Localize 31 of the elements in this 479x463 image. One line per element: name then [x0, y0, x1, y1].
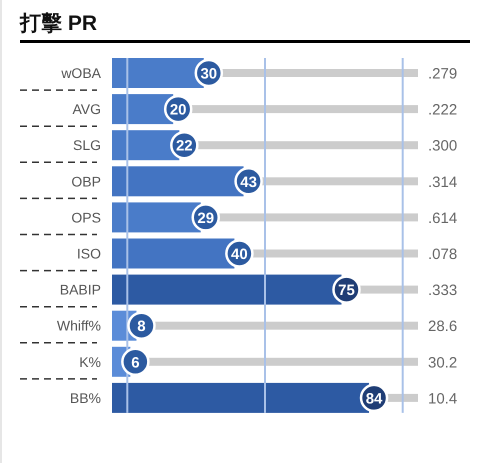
text: 28.6 — [428, 318, 458, 336]
data-label: 20 — [170, 102, 187, 119]
text: .279 — [428, 66, 458, 82]
chart-title: 打擊 PR — [19, 12, 98, 35]
y-tick-label: K% — [79, 354, 101, 370]
y-tick-label: BABIP — [60, 282, 101, 298]
data-label: 40 — [231, 246, 248, 263]
y-tick-label: OPS — [71, 209, 101, 226]
text: 10.4 — [428, 390, 458, 408]
data-label: 6 — [131, 354, 140, 372]
data-label: 22 — [176, 138, 193, 155]
y-tick-label: SLG — [72, 137, 101, 154]
y-tick-label: OBP — [71, 173, 101, 190]
y-tick-label: wOBA — [60, 65, 102, 81]
data-label: 75 — [338, 282, 355, 300]
data-label: 8 — [137, 318, 146, 336]
text: .333 — [428, 282, 458, 300]
data-label: 29 — [197, 210, 214, 227]
text: .314 — [428, 174, 458, 191]
data-label: 43 — [240, 174, 257, 191]
y-tick-label: ISO — [76, 246, 102, 262]
text: .300 — [428, 138, 458, 155]
y-tick-label: AVG — [72, 101, 101, 118]
text: .222 — [428, 102, 458, 119]
y-tick-label: BB% — [70, 390, 101, 406]
y-tick-label: Whiff% — [56, 318, 101, 334]
data-label: 30 — [200, 66, 218, 82]
text: 30.2 — [428, 354, 458, 372]
data-label: 84 — [366, 390, 384, 408]
text: .078 — [428, 246, 458, 263]
text: .614 — [428, 210, 458, 227]
